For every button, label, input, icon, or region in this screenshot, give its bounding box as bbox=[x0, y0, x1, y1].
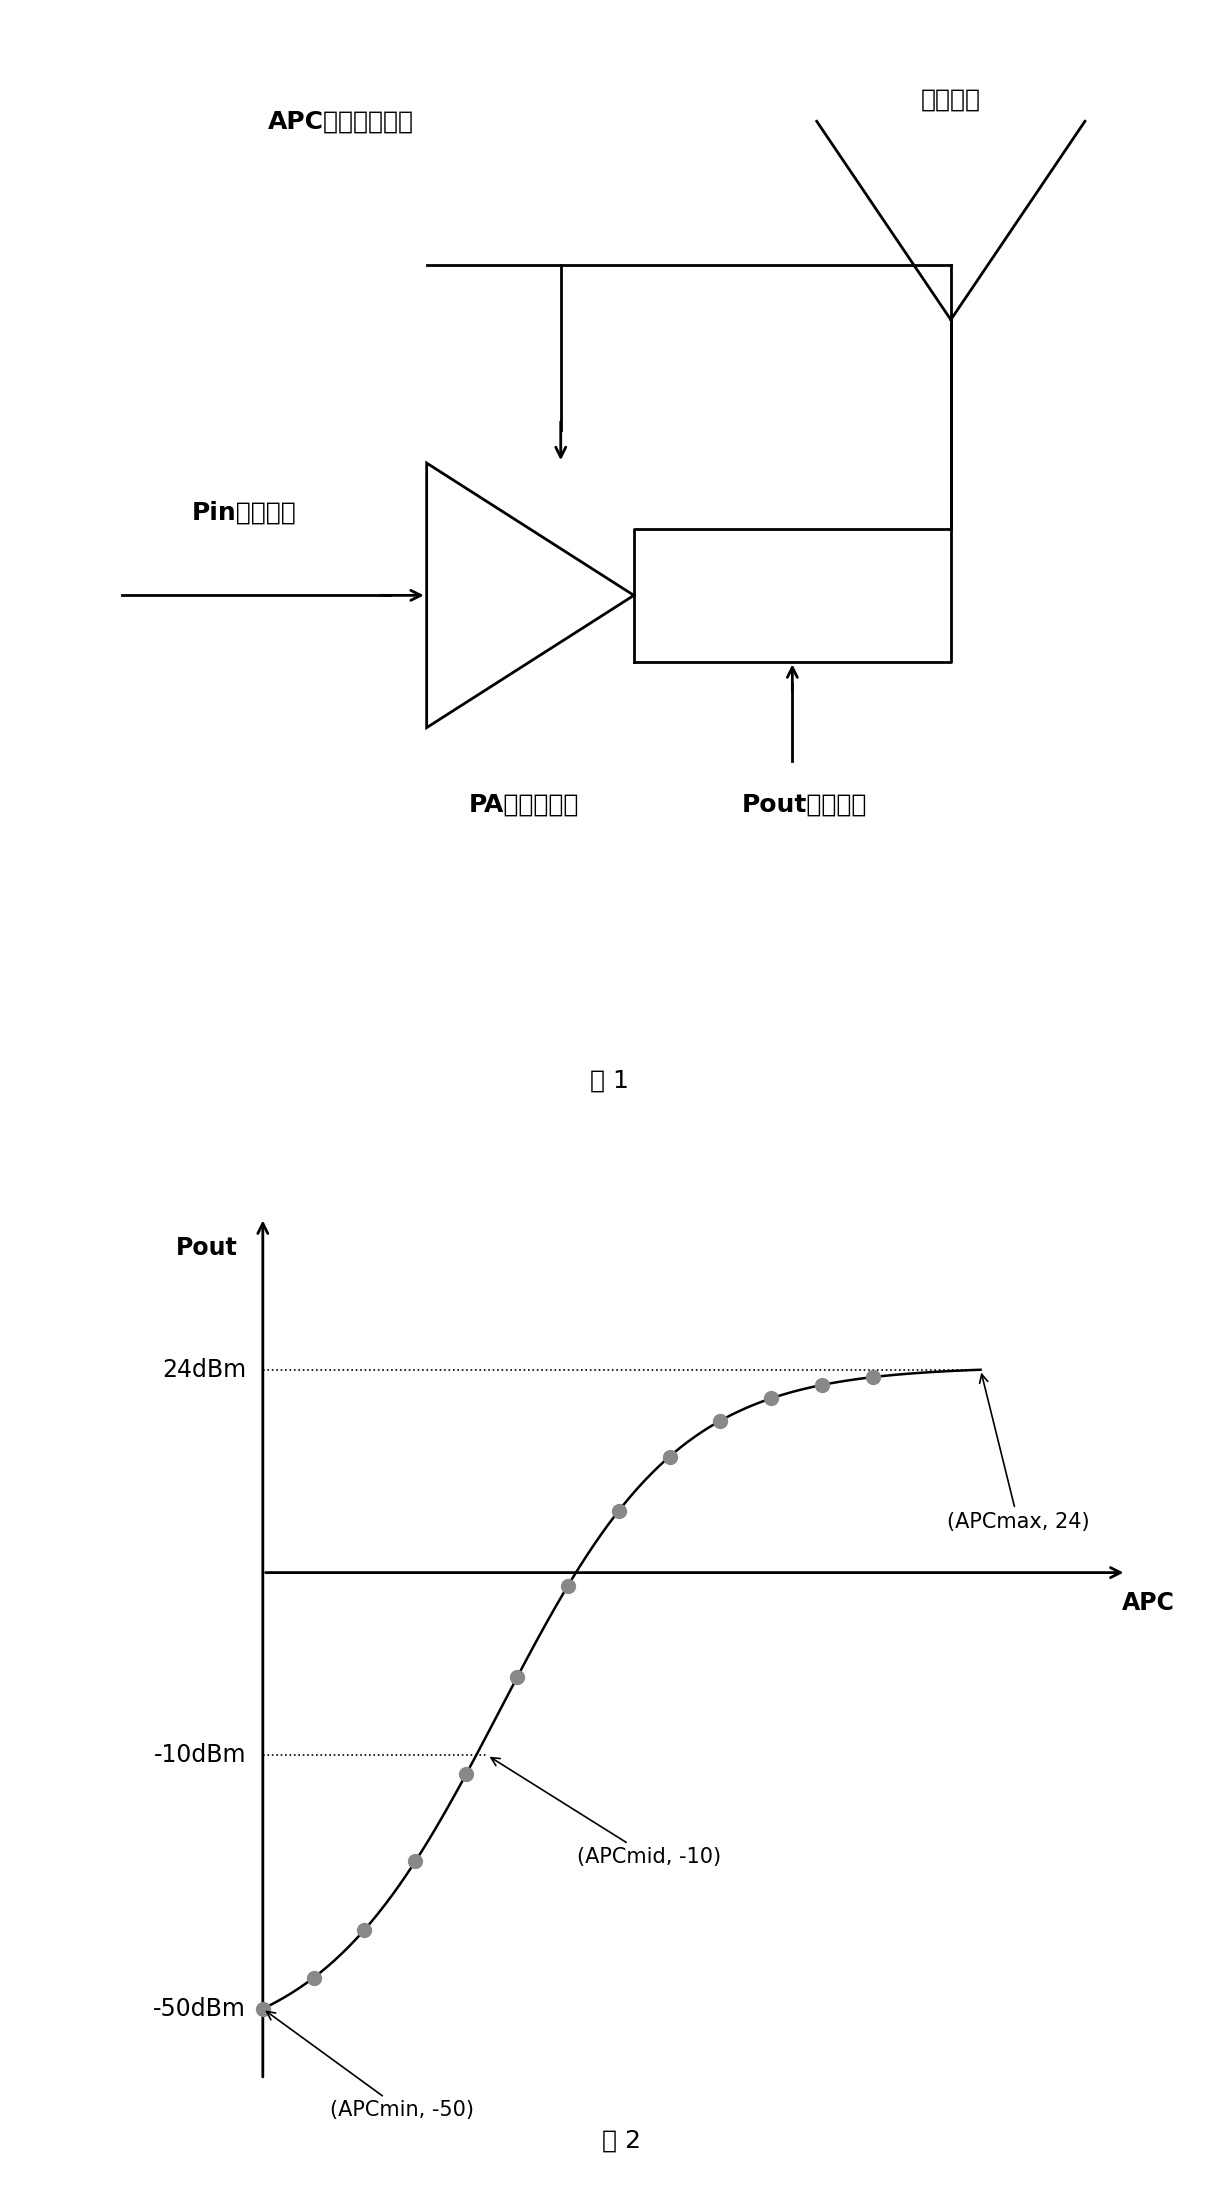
Text: -50dBm: -50dBm bbox=[154, 1998, 246, 2020]
Text: 图 2: 图 2 bbox=[602, 2128, 641, 2152]
Text: Pout: Pout bbox=[176, 1237, 238, 1259]
Text: 图 1: 图 1 bbox=[590, 1069, 629, 1091]
Text: APC: APC bbox=[1123, 1592, 1175, 1614]
Text: PA功率放大器: PA功率放大器 bbox=[469, 794, 579, 816]
Text: APC自动功率控制: APC自动功率控制 bbox=[268, 110, 414, 132]
Text: (APCmid, -10): (APCmid, -10) bbox=[491, 1757, 720, 1868]
Text: Pin输入功率: Pin输入功率 bbox=[191, 501, 296, 525]
Text: (APCmin, -50): (APCmin, -50) bbox=[267, 2011, 474, 2121]
Text: (APCmax, 24): (APCmax, 24) bbox=[947, 1374, 1090, 1532]
Text: Pout输出功率: Pout输出功率 bbox=[742, 794, 867, 816]
Text: 24dBm: 24dBm bbox=[162, 1358, 246, 1383]
Text: 射频天线: 射频天线 bbox=[920, 88, 981, 110]
Text: -10dBm: -10dBm bbox=[154, 1744, 246, 1766]
